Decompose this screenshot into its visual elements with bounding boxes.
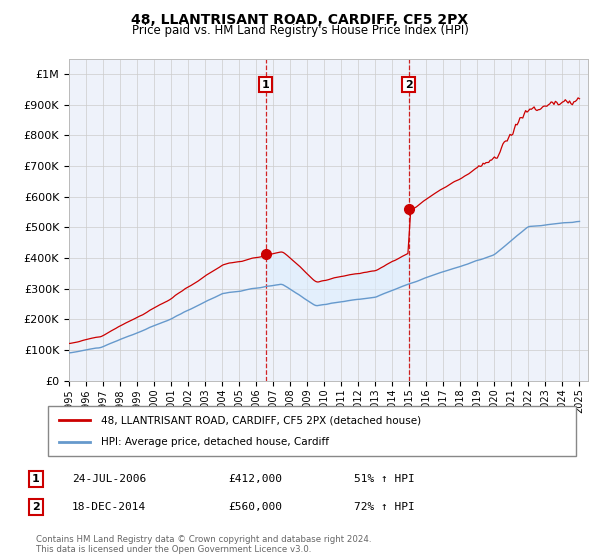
Text: HPI: Average price, detached house, Cardiff: HPI: Average price, detached house, Card… <box>101 437 329 447</box>
Text: Price paid vs. HM Land Registry's House Price Index (HPI): Price paid vs. HM Land Registry's House … <box>131 24 469 38</box>
FancyBboxPatch shape <box>48 406 576 456</box>
Text: 72% ↑ HPI: 72% ↑ HPI <box>354 502 415 512</box>
Text: 1: 1 <box>262 80 269 90</box>
Text: 1: 1 <box>32 474 40 484</box>
Text: 2: 2 <box>32 502 40 512</box>
Text: 48, LLANTRISANT ROAD, CARDIFF, CF5 2PX: 48, LLANTRISANT ROAD, CARDIFF, CF5 2PX <box>131 13 469 27</box>
Text: £412,000: £412,000 <box>228 474 282 484</box>
Text: Contains HM Land Registry data © Crown copyright and database right 2024.
This d: Contains HM Land Registry data © Crown c… <box>36 535 371 554</box>
Text: 2: 2 <box>405 80 413 90</box>
Text: 48, LLANTRISANT ROAD, CARDIFF, CF5 2PX (detached house): 48, LLANTRISANT ROAD, CARDIFF, CF5 2PX (… <box>101 415 421 425</box>
Text: 51% ↑ HPI: 51% ↑ HPI <box>354 474 415 484</box>
Text: 24-JUL-2006: 24-JUL-2006 <box>72 474 146 484</box>
Text: £560,000: £560,000 <box>228 502 282 512</box>
Text: 18-DEC-2014: 18-DEC-2014 <box>72 502 146 512</box>
